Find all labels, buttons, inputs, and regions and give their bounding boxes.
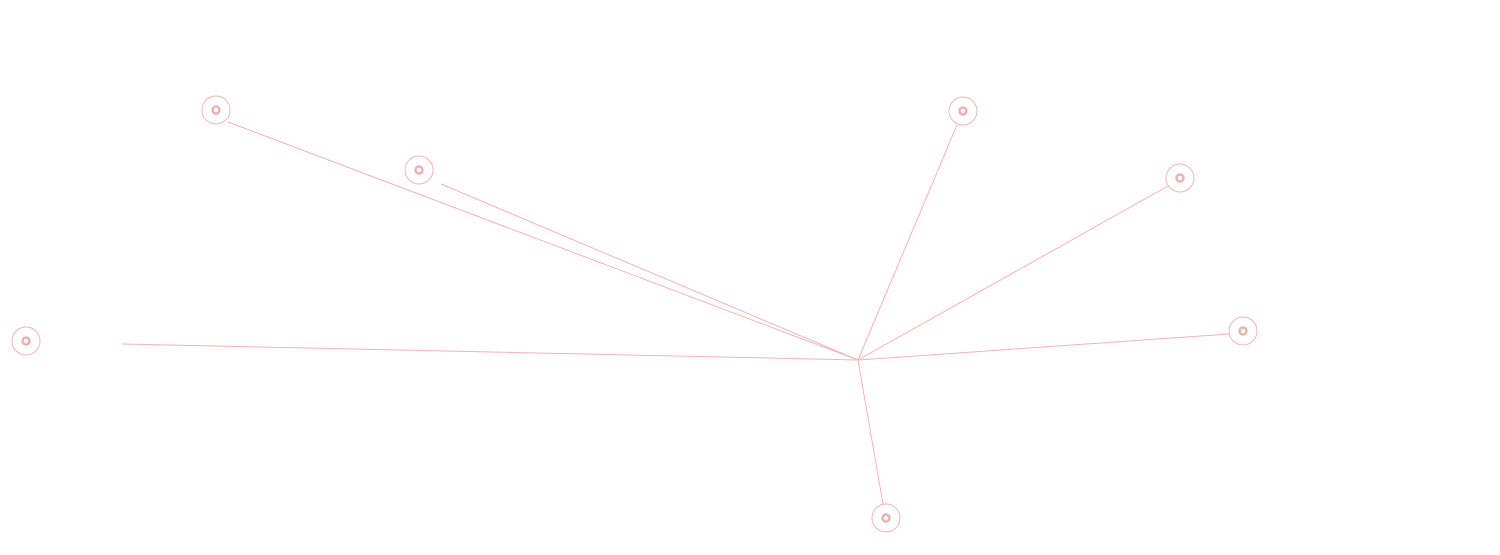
node — [11, 326, 41, 356]
node — [201, 95, 231, 125]
node-ring — [201, 95, 231, 125]
node-center — [414, 165, 424, 175]
edge — [857, 124, 958, 361]
node-center — [958, 106, 968, 116]
node-center — [1238, 326, 1248, 336]
edge — [857, 359, 884, 505]
node-ring — [1165, 163, 1195, 193]
node-ring — [948, 96, 978, 126]
node-center — [21, 336, 31, 346]
node — [1228, 316, 1258, 346]
edge — [857, 333, 1230, 361]
node-center — [881, 513, 891, 523]
node — [871, 503, 901, 533]
node — [948, 96, 978, 126]
node — [1165, 163, 1195, 193]
edge — [227, 121, 859, 361]
node-ring — [404, 155, 434, 185]
edges — [121, 121, 1230, 505]
edge — [440, 183, 859, 361]
edge — [121, 343, 859, 361]
nodes — [11, 95, 1258, 533]
node-ring — [1228, 316, 1258, 346]
node-center — [211, 105, 221, 115]
node-ring — [871, 503, 901, 533]
node — [404, 155, 434, 185]
node-center — [1175, 173, 1185, 183]
edge — [857, 185, 1169, 361]
node-ring — [11, 326, 41, 356]
